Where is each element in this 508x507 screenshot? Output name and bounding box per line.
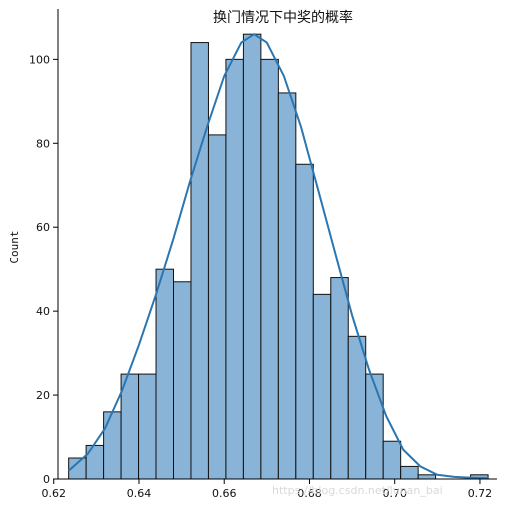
histogram-bar [173, 281, 192, 480]
y-tick-label: 100 [29, 53, 50, 66]
y-tick-label: 20 [36, 389, 50, 402]
histogram-bar [365, 373, 384, 480]
histogram-bar [330, 277, 349, 480]
histogram-bar [347, 335, 367, 480]
histogram-bar [120, 373, 140, 480]
histogram-bar [225, 58, 244, 480]
histogram-bar [242, 33, 262, 480]
y-tick-label: 80 [36, 137, 50, 150]
x-tick-label: 0.64 [127, 487, 152, 500]
histogram-bar [260, 58, 279, 480]
x-tick-label: 0.62 [41, 487, 66, 500]
histogram-bar [207, 134, 227, 480]
x-tick-label: 0.72 [468, 487, 493, 500]
x-tick-label: 0.66 [212, 487, 237, 500]
x-tick-label: 0.68 [297, 487, 322, 500]
bars-group [68, 33, 489, 480]
histogram-bar [85, 444, 105, 480]
histogram-bar [312, 293, 332, 480]
axes-group: 0.62 0.64 0.66 0.68 0.70 0.72 0 20 40 60 80 100 [29, 9, 497, 500]
histogram-bar [417, 474, 437, 480]
watermark-text: https://blog.csdn.net/lunan_bai [272, 484, 443, 497]
histogram-bar [382, 440, 402, 480]
y-axis-label: Count [8, 230, 21, 263]
histogram-bar [103, 411, 122, 480]
y-tick-label: 0 [43, 473, 50, 486]
histogram-bar [138, 373, 157, 480]
histogram-bar [277, 92, 297, 480]
histogram-bar [155, 268, 175, 480]
x-tick-label: 0.70 [382, 487, 407, 500]
kde-curve [68, 33, 489, 480]
y-tick-label: 40 [36, 305, 50, 318]
y-tick-label: 60 [36, 221, 50, 234]
chart-title: 换门情况下中奖的概率 [213, 9, 353, 26]
histogram-bar [295, 163, 314, 480]
histogram-bar [400, 465, 419, 480]
histogram-bar [190, 42, 209, 480]
